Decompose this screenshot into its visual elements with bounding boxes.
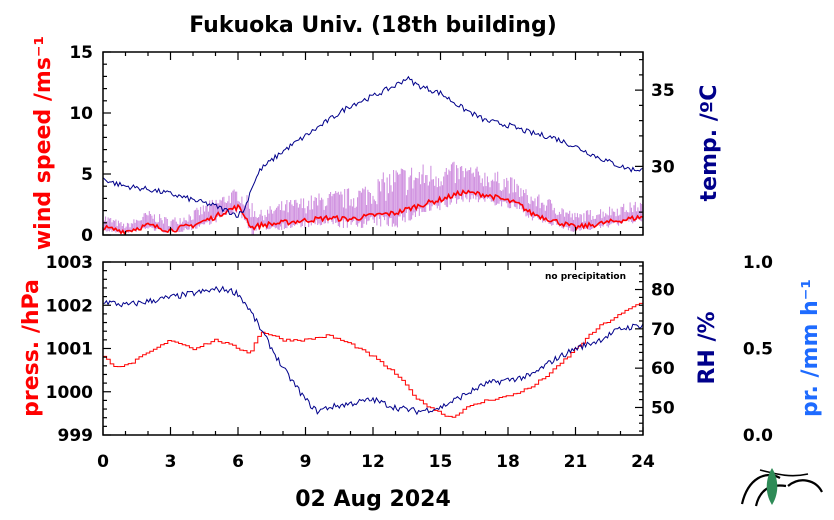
temp-tick-label: 35 <box>651 81 675 101</box>
x-tick-label: 18 <box>496 452 520 472</box>
wind-speed-axis-label: wind speed /ms⁻¹ <box>31 36 56 250</box>
x-tick-label: 9 <box>300 452 312 472</box>
x-tick-label: 3 <box>165 452 177 472</box>
humidity-tick-label: 60 <box>651 359 675 379</box>
pressure-tick-label: 1003 <box>46 253 93 273</box>
series-humidity <box>102 285 644 416</box>
pressure-tick-label: 1000 <box>46 383 93 403</box>
pressure-tick-label: 999 <box>58 426 94 446</box>
precip-tick-label: 1.0 <box>743 253 773 273</box>
temp-tick-label: 30 <box>651 157 675 177</box>
x-tick-label: 6 <box>232 452 244 472</box>
humidity-tick-label: 70 <box>651 320 675 340</box>
no-precipitation-note: no precipitation <box>545 272 626 282</box>
x-tick-label: 24 <box>631 452 655 472</box>
pressure-tick-label: 1002 <box>46 296 93 316</box>
precip-tick-label: 0.0 <box>743 426 773 446</box>
institution-logo <box>740 468 823 507</box>
series-pressure <box>103 300 644 418</box>
wind-tick-label: 5 <box>81 165 93 185</box>
x-tick-label: 21 <box>564 452 588 472</box>
x-tick-label: 15 <box>429 452 453 472</box>
pressure-axis-label: press. /hPa <box>19 279 44 417</box>
wind-tick-label: 0 <box>81 226 93 246</box>
humidity-tick-label: 50 <box>651 398 675 418</box>
precip-tick-label: 0.5 <box>743 340 773 360</box>
precipitation-axis-label: pr. /mm h⁻¹ <box>798 279 823 417</box>
humidity-axis-label: RH /% <box>695 311 720 384</box>
axis-ticks: 0 3 6 9 12 15 18 21 24 0 5 10 15 30 35 999 1000 1001 1002 1… <box>46 43 773 472</box>
temperature-axis-label: temp. /ºC <box>697 85 722 202</box>
plot-lines-layer <box>102 75 644 418</box>
x-tick-label: 12 <box>361 452 385 472</box>
pressure-tick-label: 1001 <box>46 340 93 360</box>
series-temperature <box>102 75 644 218</box>
series-wind-mean <box>102 188 644 236</box>
wind-tick-label: 15 <box>69 43 93 63</box>
humidity-tick-label: 80 <box>651 281 675 301</box>
wind-tick-label: 10 <box>69 104 93 124</box>
bottom-panel-frame <box>102 261 644 436</box>
x-tick-label: 0 <box>97 452 109 472</box>
chart-title: Fukuoka Univ. (18th building) <box>189 13 557 38</box>
x-axis-date-label: 02 Aug 2024 <box>295 487 451 512</box>
